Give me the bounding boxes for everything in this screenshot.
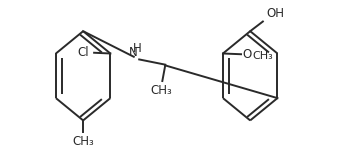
Text: CH₃: CH₃ (252, 51, 273, 61)
Text: N: N (129, 46, 138, 59)
Text: Cl: Cl (78, 45, 89, 59)
Text: O: O (243, 48, 252, 61)
Text: H: H (133, 42, 142, 55)
Text: CH₃: CH₃ (151, 84, 172, 97)
Text: OH: OH (266, 7, 285, 20)
Text: CH₃: CH₃ (72, 135, 94, 148)
